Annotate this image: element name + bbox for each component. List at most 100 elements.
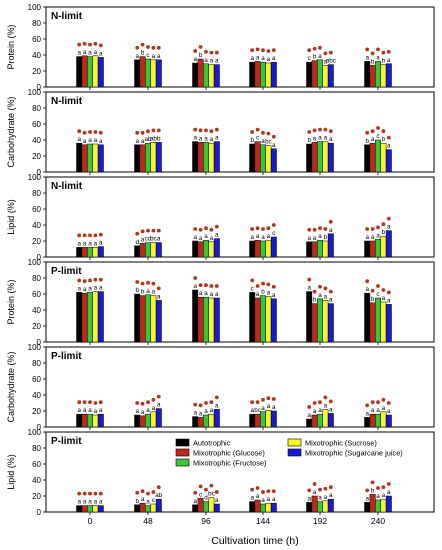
bar — [134, 504, 141, 513]
panel-label: P-limit — [51, 351, 82, 362]
marker-dot — [151, 397, 156, 402]
legend-swatch — [175, 458, 190, 467]
marker-dot — [77, 233, 82, 238]
significance-letter: a — [94, 285, 98, 292]
bar — [139, 144, 146, 173]
significance-letter: a — [387, 489, 391, 496]
bar — [150, 142, 157, 173]
marker-dot — [376, 486, 380, 490]
bar — [322, 240, 329, 258]
bar — [364, 502, 371, 513]
marker-dot — [386, 482, 391, 486]
panel-label: N-limit — [51, 11, 83, 22]
significance-letter: a — [376, 232, 380, 239]
significance-letter: a — [324, 135, 328, 142]
bar — [150, 59, 157, 88]
significance-letter: a — [146, 407, 150, 414]
bar — [322, 409, 329, 428]
bar — [385, 414, 392, 428]
significance-letter: d — [204, 495, 208, 502]
marker-dot — [328, 50, 333, 55]
marker-dot — [156, 394, 161, 399]
significance-letter: d — [135, 239, 139, 246]
bar — [306, 502, 313, 513]
bar — [254, 141, 261, 173]
marker-dot — [88, 491, 92, 496]
legend-swatch — [175, 438, 190, 447]
bar — [385, 63, 392, 88]
significance-letter: a — [267, 289, 271, 296]
significance-letter: a — [199, 135, 203, 142]
y-tick-label: 0 — [37, 253, 42, 262]
bar — [254, 297, 261, 343]
marker-dot — [135, 130, 140, 135]
marker-dot — [193, 127, 198, 132]
significance-letter: a — [141, 409, 145, 416]
significance-letter: a — [382, 492, 386, 499]
significance-letter: a — [387, 57, 391, 64]
marker-dot — [77, 129, 82, 134]
significance-letter: a — [313, 135, 317, 142]
significance-letter: a — [365, 495, 369, 502]
bar — [203, 63, 209, 88]
significance-letter: b — [382, 58, 386, 65]
bar — [317, 239, 323, 258]
significance-letter: a — [318, 53, 322, 60]
marker-dot — [151, 281, 156, 286]
significance-letter: a — [94, 408, 98, 415]
bar — [322, 65, 329, 88]
bar — [208, 297, 215, 343]
marker-dot — [146, 400, 150, 405]
significance-letter: ab — [150, 135, 158, 142]
x-tick-label: 240 — [371, 516, 385, 526]
significance-letter: a — [382, 405, 386, 412]
significance-letter: b — [141, 289, 145, 296]
marker-dot — [323, 286, 328, 291]
marker-dot — [88, 400, 92, 405]
marker-dot — [198, 484, 203, 489]
marker-dot — [209, 50, 214, 55]
marker-dot — [381, 129, 386, 134]
bar — [197, 296, 204, 343]
marker-dot — [198, 227, 203, 232]
bar — [145, 505, 151, 513]
y-tick-label: 60 — [32, 290, 41, 299]
bar — [311, 495, 318, 513]
significance-letter: a — [210, 235, 214, 242]
bar — [76, 292, 83, 343]
bar — [380, 411, 387, 428]
marker-dot — [77, 278, 82, 283]
marker-dot — [156, 45, 161, 50]
x-axis-title: Cultivation time (h) — [211, 535, 299, 547]
significance-letter: a — [193, 410, 197, 417]
marker-dot — [266, 282, 271, 287]
significance-letter: a — [261, 138, 265, 145]
bar — [92, 55, 99, 88]
significance-letter: a — [324, 58, 328, 65]
significance-letter: a — [272, 496, 276, 503]
marker-dot — [381, 50, 386, 55]
marker-dot — [151, 490, 156, 494]
marker-dot — [365, 227, 370, 231]
marker-dot — [151, 128, 156, 133]
significance-letter: a — [256, 493, 260, 500]
significance-letter: a — [135, 408, 139, 415]
marker-dot — [386, 290, 391, 295]
marker-dot — [93, 233, 98, 238]
bar — [197, 241, 204, 258]
bar — [203, 501, 209, 513]
marker-dot — [146, 228, 150, 233]
significance-letter: c — [251, 285, 254, 292]
marker-dot — [255, 127, 260, 132]
marker-dot — [98, 130, 103, 135]
y-tick-label: 60 — [32, 460, 41, 469]
y-tick-label: 60 — [32, 120, 41, 129]
bar — [317, 59, 323, 88]
significance-letter: a — [83, 240, 87, 247]
plot-frame — [45, 176, 435, 258]
significance-letter: a — [329, 297, 333, 304]
